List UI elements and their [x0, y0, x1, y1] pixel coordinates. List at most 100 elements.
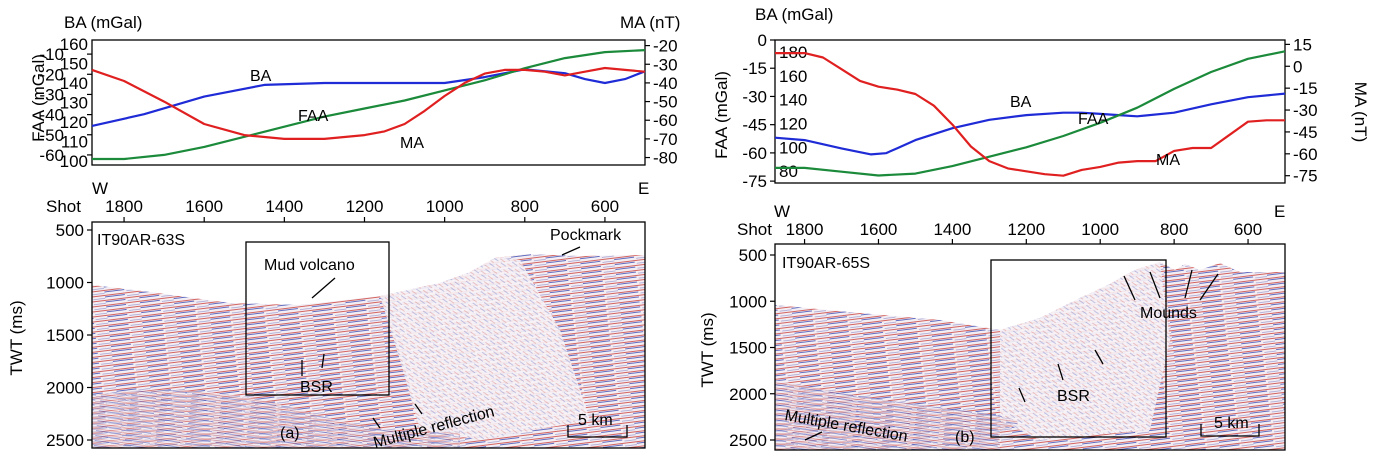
ba-tick-label: 120	[779, 114, 807, 133]
bsr-arrow-1	[1057, 363, 1064, 381]
ma-tick-label: -30	[653, 55, 678, 74]
panel-b: BA (mGal) FAA (mGal) MA (nT) 18016014012…	[698, 5, 1370, 451]
faa-tick-label: -60	[742, 144, 767, 163]
faa-tick-label: -45	[742, 116, 767, 135]
shot-tick-label: 1600	[860, 220, 898, 239]
shot-tick-label: 600	[1234, 220, 1262, 239]
mud-volcano-arrow	[311, 277, 336, 299]
shot-tick-label: 800	[511, 197, 539, 216]
bsr-arrow-3	[1018, 387, 1026, 403]
series-lines	[91, 49, 646, 161]
faa-tick-label: -20	[39, 65, 64, 84]
annotation-bsr: BSR	[1057, 388, 1090, 405]
curve-label-ba: BA	[1010, 94, 1032, 111]
series-lines	[774, 50, 1286, 177]
faa-tick-label: -10	[39, 45, 64, 64]
ba-tick-label: 160	[60, 35, 88, 54]
shot-axis-ticks: 1800 1600 1400 1200 1000 800 600	[786, 220, 1262, 244]
series-line-faa	[775, 50, 1286, 177]
faa-axis-title: FAA (mGal)	[29, 54, 48, 142]
shot-tick-label: 800	[1160, 220, 1188, 239]
east-label: E	[638, 179, 649, 198]
faa-tick-label: -50	[39, 126, 64, 145]
shot-tick-label: 1800	[786, 220, 824, 239]
mounds-arrow-1	[1123, 275, 1136, 301]
ba-tick-label: 130	[60, 94, 88, 113]
faa-tick-label: -40	[39, 106, 64, 125]
faa-tick-label: -75	[742, 172, 767, 191]
ma-axis-title: MA (nT)	[1351, 82, 1370, 142]
ma-tick-label: -45	[1293, 123, 1318, 142]
series-line-ba	[91, 68, 646, 127]
shot-tick-label: 1200	[1007, 220, 1045, 239]
shot-tick-label: 600	[591, 197, 619, 216]
ma-axis-title: MA (nT)	[620, 13, 680, 32]
scale-bar-b: 5 km	[1200, 415, 1260, 437]
twt-axis-ticks: 500 1000 1500 2000 2500	[729, 246, 775, 450]
annotation-mounds: Mounds	[1140, 305, 1197, 322]
scale-bar-a: 5 km	[567, 412, 628, 438]
panel-a: BA (mGal) MA (nT) FAA (mGal) 16015014013…	[7, 13, 680, 452]
twt-tick-label: 2000	[46, 379, 84, 398]
west-label: W	[92, 179, 108, 198]
shot-tick-label: 1000	[426, 197, 464, 216]
shot-tick-label: 1800	[105, 197, 143, 216]
ma-tick-label: -60	[1293, 145, 1318, 164]
ba-tick-label: 150	[60, 54, 88, 73]
twt-tick-label: 1500	[46, 326, 84, 345]
line-id: IT90AR-65S	[782, 255, 870, 272]
line-plot-frame	[91, 39, 646, 166]
twt-tick-label: 1000	[46, 274, 84, 293]
curve-label-ma: MA	[1156, 152, 1180, 169]
ma-tick-label: -50	[653, 93, 678, 112]
shot-tick-label: 1400	[265, 197, 303, 216]
right-axis-ticks: 15 0 -15 -30 -45 -60 -75	[1285, 35, 1318, 186]
faa-tick-label: -15	[742, 59, 767, 78]
ma-tick-label: -80	[653, 149, 678, 168]
ba-tick-label: 100	[779, 138, 807, 157]
ma-tick-label: -70	[653, 130, 678, 149]
ma-tick-label: -60	[653, 111, 678, 130]
ma-tick-label: -15	[1293, 79, 1318, 98]
twt-tick-label: 2500	[729, 431, 767, 450]
twt-tick-label: 500	[56, 221, 84, 240]
svg-text:5 km: 5 km	[1214, 415, 1249, 432]
ba-tick-label: 110	[61, 133, 88, 152]
seismic-section	[775, 244, 1285, 450]
shot-tick-label: 1000	[1081, 220, 1119, 239]
ba-tick-label: 140	[60, 74, 88, 93]
multiple-arrow-2	[414, 403, 423, 415]
ma-tick-label: 0	[1293, 57, 1302, 76]
multiple-arrow	[804, 431, 823, 441]
bsr-arrow-2	[321, 353, 325, 369]
series-line-ma	[775, 51, 1285, 177]
faa-axis-title: FAA (mGal)	[712, 71, 731, 159]
faa-tick-label: 0	[758, 31, 767, 50]
mounds-arrow-3	[1184, 269, 1193, 299]
mounds-arrow-4	[1199, 273, 1219, 301]
ba-tick-label: 100	[60, 152, 88, 171]
ma-tick-label: 15	[1293, 35, 1312, 54]
annotation-mud-volcano: Mud volcano	[264, 257, 355, 274]
seismic-section	[92, 222, 645, 448]
pockmark-arrow	[561, 246, 581, 256]
svg-text:5 km: 5 km	[578, 412, 613, 429]
curve-label-faa: FAA	[298, 108, 329, 125]
twt-tick-label: 2000	[729, 385, 767, 404]
panel-label-b: (b)	[955, 429, 975, 446]
twt-axis-title: TWT (ms)	[7, 300, 26, 375]
ma-tick-label: -30	[1293, 101, 1318, 120]
ba-axis-title: BA (mGal)	[64, 13, 142, 32]
ba-tick-label: 80	[779, 162, 798, 181]
faa-tick-label: -60	[39, 146, 64, 165]
twt-tick-label: 500	[739, 246, 767, 265]
ba-tick-label: 160	[779, 67, 807, 86]
west-label: W	[774, 202, 790, 221]
twt-axis-ticks: 500 1000 1500 2000 2500	[46, 221, 92, 450]
twt-tick-label: 1000	[729, 292, 767, 311]
twt-axis-title: TWT (ms)	[698, 312, 717, 387]
ma-tick-label: -20	[653, 37, 678, 56]
curve-label-faa: FAA	[1078, 111, 1109, 128]
